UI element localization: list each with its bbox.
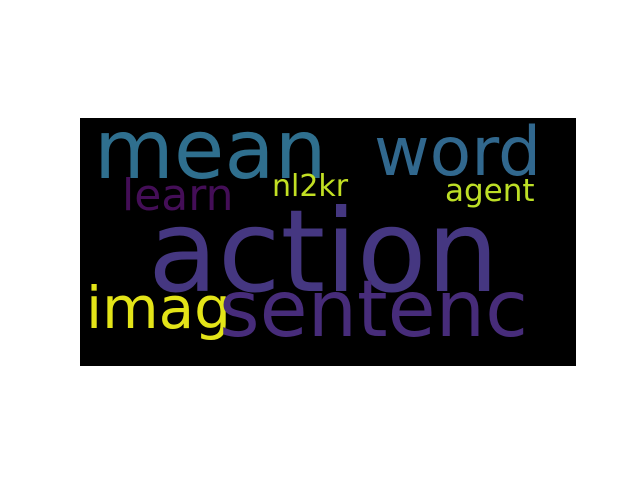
word-learn: learn: [122, 170, 234, 221]
word-word: word: [374, 118, 542, 192]
word-agent: agent: [445, 173, 535, 209]
word-mean: mean: [94, 118, 327, 198]
word-nl2kr: nl2kr: [272, 169, 349, 204]
word-sentenc: sentenc: [219, 265, 528, 355]
word-cloud: mean word learn nl2kr agent action imag …: [80, 118, 576, 366]
word-action: action: [148, 185, 499, 318]
word-imag: imag: [86, 274, 231, 342]
